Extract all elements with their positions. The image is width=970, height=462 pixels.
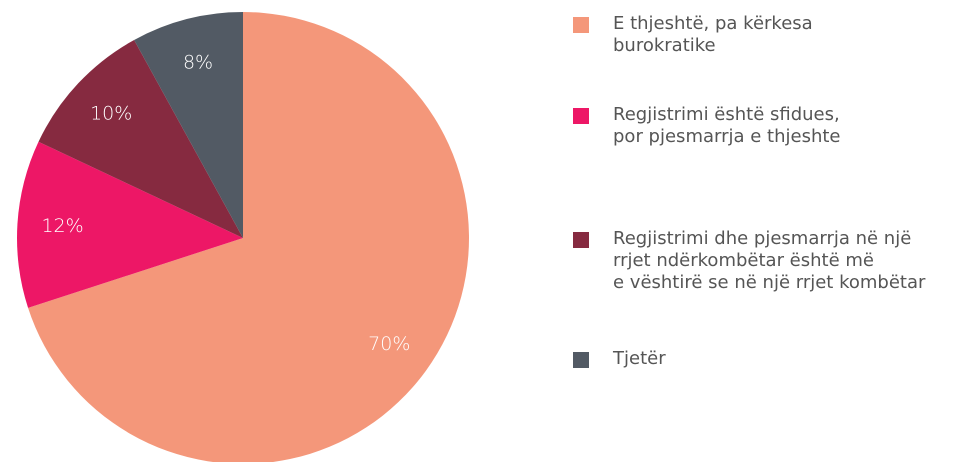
legend-item: E thjeshtë, pa kërkesa burokratike <box>573 13 813 57</box>
pie-slice <box>17 141 244 308</box>
legend-label: Regjistrimi është sfidues, por pjesmarrj… <box>613 104 841 147</box>
legend-swatch <box>573 17 589 33</box>
legend-item: Regjistrimi është sfidues, por pjesmarrj… <box>573 104 841 148</box>
legend-swatch <box>573 108 589 124</box>
pie-slice <box>134 12 243 238</box>
legend-label: E thjeshtë, pa kërkesa burokratike <box>613 13 813 56</box>
pie-slice <box>38 39 243 239</box>
legend-swatch <box>573 352 589 368</box>
legend-label: Regjistrimi dhe pjesmarrja në një rrjet … <box>613 228 926 293</box>
chart: 70% 12% 10% 8% <box>17 12 469 462</box>
legend-item: Regjistrimi dhe pjesmarrja në një rrjet … <box>573 228 925 294</box>
legend-item: Tjetër <box>573 348 666 370</box>
slice-label: 10% <box>90 103 132 125</box>
pie-slice <box>28 12 469 462</box>
slice-label: 12% <box>41 215 83 237</box>
legend-label: Tjetër <box>613 348 666 369</box>
slice-label: 8% <box>183 51 213 73</box>
slice-label: 70% <box>368 333 410 355</box>
legend-swatch <box>573 232 589 248</box>
